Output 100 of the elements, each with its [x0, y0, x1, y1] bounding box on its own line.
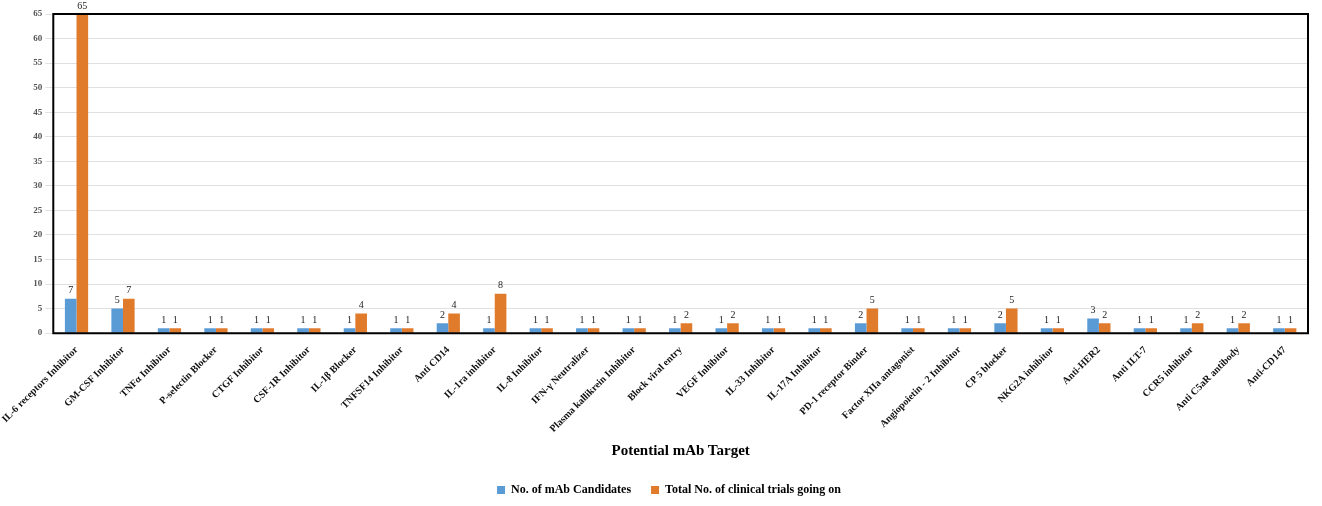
data-label: 2	[1241, 308, 1247, 320]
data-label: 4	[358, 299, 364, 311]
data-label: 1	[347, 313, 353, 325]
y-tick-label: 5	[37, 302, 43, 313]
bar	[169, 328, 182, 333]
data-label: 1	[265, 313, 271, 325]
legend-label: No. of mAb Candidates	[511, 482, 632, 497]
bar	[761, 328, 774, 333]
data-label: 1	[207, 313, 213, 325]
bar	[483, 328, 495, 333]
bar	[1098, 323, 1111, 333]
bar	[1005, 308, 1018, 333]
data-label: 1	[765, 313, 771, 325]
bar	[634, 328, 646, 333]
legend-label: Total No. of clinical trials going on	[665, 482, 842, 497]
data-label: 1	[811, 313, 817, 325]
data-label: 2	[1195, 308, 1201, 320]
bar	[1273, 328, 1285, 333]
data-label: 7	[126, 284, 132, 296]
data-label: 1	[1288, 313, 1294, 325]
y-tick-label: 40	[33, 131, 43, 142]
data-label: 1	[405, 313, 411, 325]
data-label: 1	[161, 313, 167, 325]
y-tick-label: 60	[33, 32, 43, 43]
data-label: 1	[172, 313, 178, 325]
bar	[204, 328, 216, 333]
bar	[994, 323, 1006, 333]
bar	[1052, 328, 1065, 333]
data-label: 1	[718, 313, 724, 325]
data-label: 1	[637, 313, 643, 325]
y-tick-label: 45	[33, 106, 43, 117]
data-label: 1	[393, 313, 399, 325]
bar	[390, 328, 402, 333]
bar	[959, 328, 972, 333]
data-label: 7	[68, 284, 74, 296]
bar	[64, 298, 77, 333]
bar	[1191, 323, 1204, 333]
data-label: 1	[1148, 313, 1154, 325]
data-label: 1	[776, 313, 782, 325]
bar	[1145, 328, 1157, 333]
bar	[262, 328, 275, 333]
data-label: 1	[532, 313, 538, 325]
y-tick-label: 15	[33, 253, 43, 264]
data-label: 2	[730, 308, 736, 320]
bar	[111, 308, 123, 333]
data-label: 3	[1090, 304, 1096, 316]
data-label: 4	[451, 299, 457, 311]
bar	[669, 328, 681, 333]
data-label: 1	[962, 313, 968, 325]
data-label: 5	[869, 294, 875, 306]
bar	[215, 328, 228, 333]
data-label: 1	[1229, 313, 1235, 325]
data-label: 1	[951, 313, 957, 325]
bar	[901, 328, 913, 333]
y-tick-label: 50	[33, 81, 43, 92]
data-label: 1	[486, 313, 492, 325]
y-tick-label: 55	[33, 57, 43, 68]
data-label: 5	[1009, 294, 1015, 306]
data-label: 2	[439, 308, 445, 320]
data-label: 1	[672, 313, 678, 325]
bar	[866, 308, 879, 333]
bar	[122, 298, 135, 333]
x-axis-title: Potential mAb Target	[611, 441, 750, 458]
data-label: 2	[997, 308, 1003, 320]
data-label: 2	[1102, 308, 1108, 320]
data-label: 65	[77, 0, 88, 11]
data-label: 1	[219, 313, 225, 325]
bar	[1180, 328, 1192, 333]
bar	[854, 323, 867, 333]
bar	[355, 313, 367, 333]
bar	[820, 328, 832, 333]
data-label: 5	[114, 294, 120, 306]
data-label: 1	[1183, 313, 1189, 325]
bar	[1087, 318, 1099, 333]
bar	[76, 14, 89, 333]
y-tick-label: 0	[37, 327, 43, 338]
data-label: 1	[312, 313, 318, 325]
data-label: 2	[858, 308, 864, 320]
y-tick-label: 20	[33, 229, 43, 240]
bar	[448, 313, 460, 333]
data-label: 1	[823, 313, 829, 325]
data-label: 1	[544, 313, 550, 325]
data-label: 1	[625, 313, 631, 325]
data-label: 1	[904, 313, 910, 325]
bar	[913, 328, 925, 333]
bar	[1238, 323, 1250, 333]
data-label: 1	[1044, 313, 1050, 325]
bar	[680, 323, 693, 333]
bar	[297, 328, 309, 333]
data-label: 8	[498, 279, 504, 291]
y-tick-label: 10	[33, 278, 43, 289]
data-label: 1	[254, 313, 260, 325]
data-label: 1	[300, 313, 306, 325]
data-label: 1	[1055, 313, 1061, 325]
data-label: 1	[1276, 313, 1282, 325]
y-tick-label: 25	[33, 204, 43, 215]
y-tick-label: 35	[33, 155, 43, 166]
bar	[541, 328, 553, 333]
bar	[808, 328, 821, 333]
bar	[727, 323, 739, 333]
